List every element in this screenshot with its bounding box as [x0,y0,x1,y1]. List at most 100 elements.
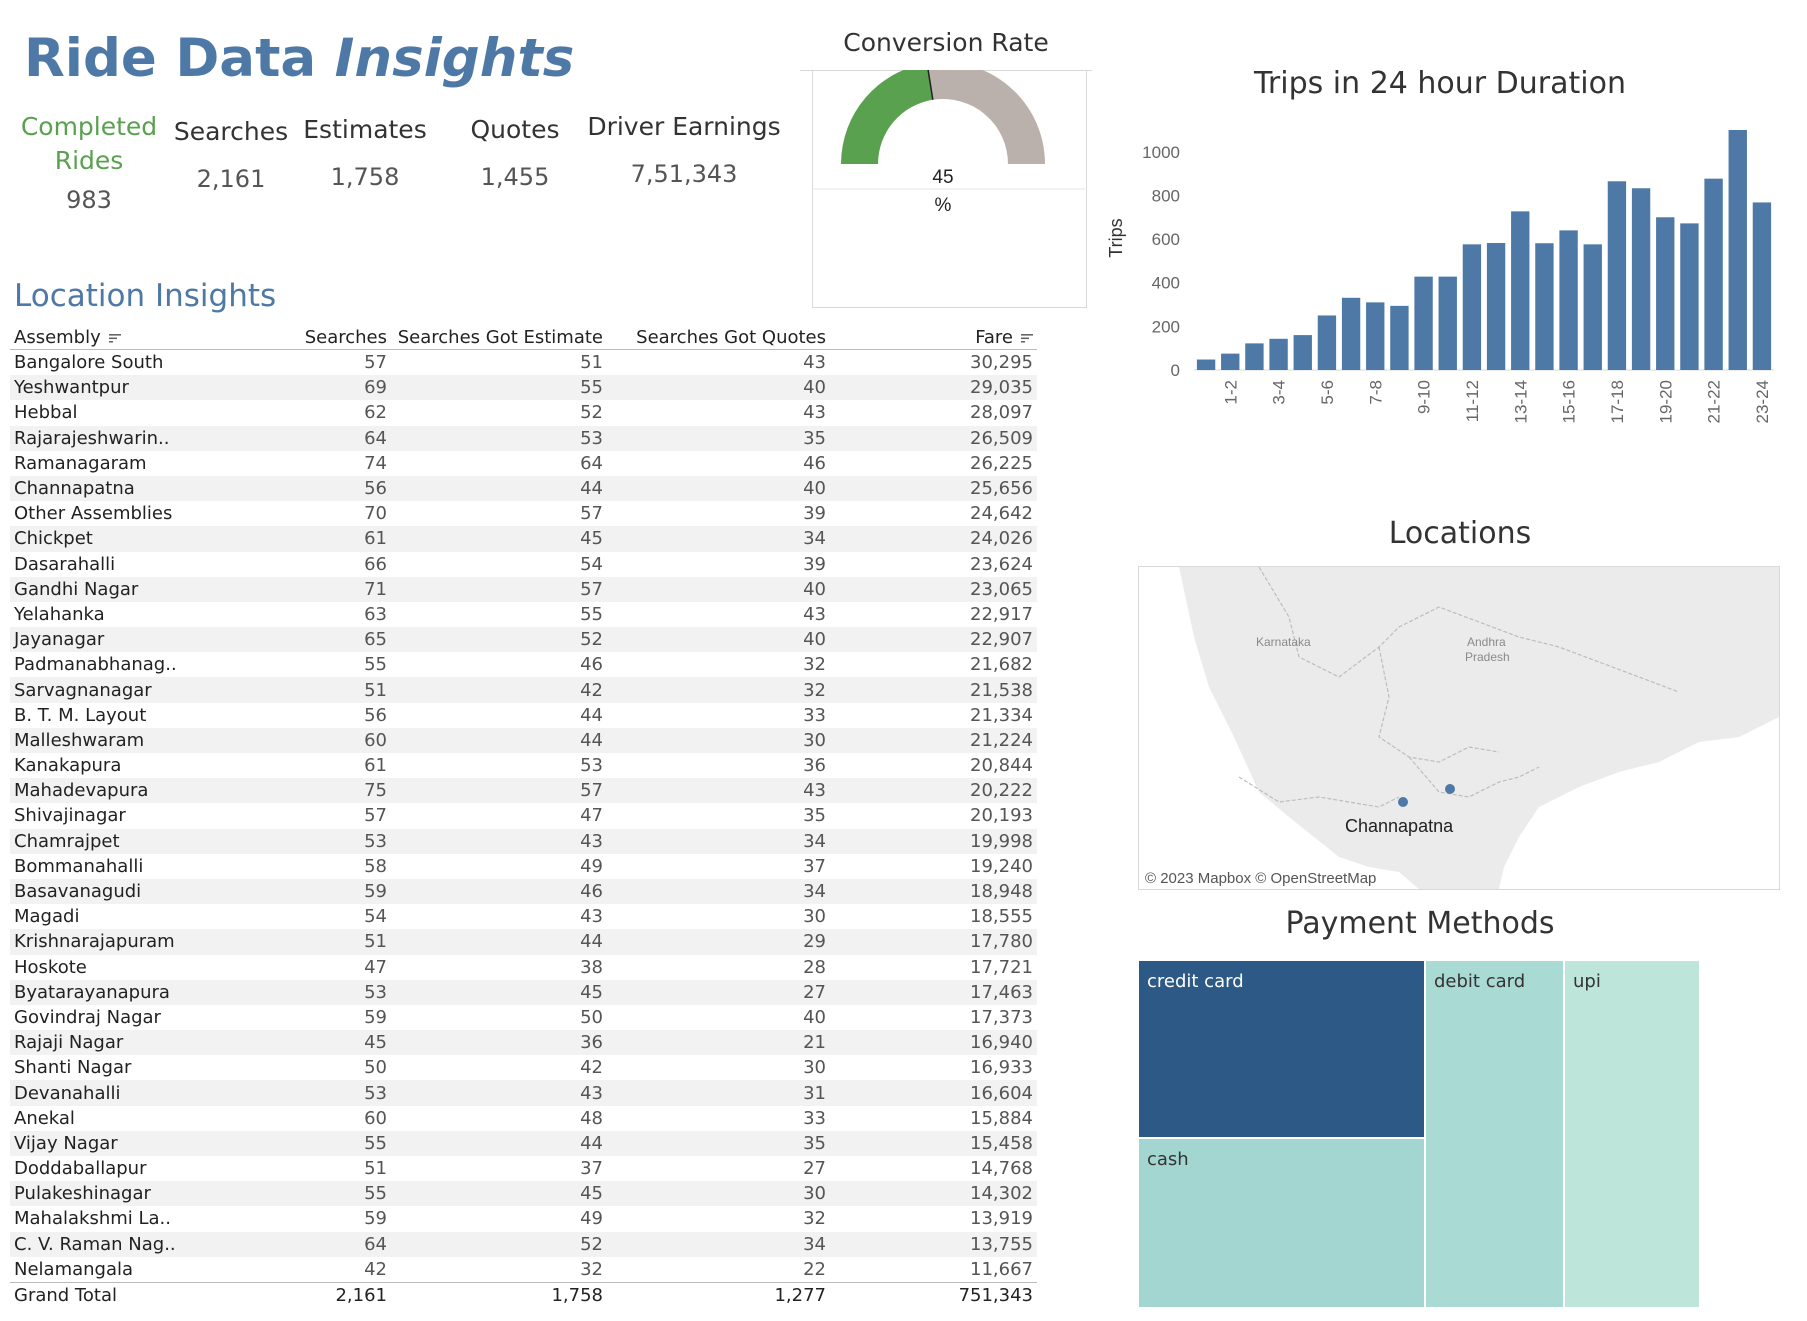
map-attribution[interactable]: © 2023 Mapbox © OpenStreetMap [1145,870,1376,887]
column-header-searches[interactable]: Searches [253,326,391,350]
bar-16-17[interactable] [1583,244,1602,370]
treemap-debit-card[interactable]: debit card [1425,960,1564,1308]
table-row[interactable]: Yeshwantpur 69 55 40 29,035 [10,375,1037,401]
bar-15-16[interactable] [1559,230,1578,370]
cell-assembly: Jayanagar [10,627,253,653]
treemap-label: credit card [1147,971,1244,992]
table-row[interactable]: Jayanagar 65 52 40 22,907 [10,627,1037,653]
table-row[interactable]: Rajaji Nagar 45 36 21 16,940 [10,1030,1037,1056]
column-header-assembly[interactable]: Assembly [10,326,253,350]
y-tick-label: 1000 [1142,143,1180,162]
bar-8-9[interactable] [1390,305,1409,370]
cell-quotes: 32 [803,654,826,676]
bar-22-23[interactable] [1728,130,1747,370]
bar-19-20[interactable] [1656,217,1675,370]
table-row[interactable]: B. T. M. Layout 56 44 33 21,334 [10,703,1037,728]
column-header-searches-got-quotes[interactable]: Searches Got Quotes [607,326,830,350]
table-row[interactable]: Nelamangala 42 32 22 11,667 [10,1257,1037,1283]
bar-2-3[interactable] [1245,343,1264,370]
bar-4-5[interactable] [1293,335,1312,370]
cell-searches: 51 [364,1158,387,1180]
bar-14-15[interactable] [1535,243,1554,370]
map-label-state: Karnataka [1256,635,1311,649]
map-point[interactable] [1398,797,1408,807]
table-row[interactable]: Govindraj Nagar 59 50 40 17,373 [10,1005,1037,1030]
column-header-searches-got-estimate[interactable]: Searches Got Estimate [391,326,607,350]
column-header-fare[interactable]: Fare [830,326,1037,350]
table-row[interactable]: Chamrajpet 53 43 34 19,998 [10,828,1037,854]
bar-7-8[interactable] [1366,302,1385,370]
cell-assembly: Yeshwantpur [10,375,253,401]
bar-3-4[interactable] [1269,338,1288,370]
cell-quotes: 28 [803,956,826,978]
sort-icon[interactable] [1021,333,1033,343]
cell-quotes: 32 [607,677,830,703]
table-row[interactable]: Basavanagudi 59 46 34 18,948 [10,878,1037,905]
bar-0-1[interactable] [1196,359,1216,370]
cell-estimates: 43 [580,906,603,928]
bar-5-6[interactable] [1317,315,1337,370]
table-row[interactable]: Pulakeshinagar 55 45 30 14,302 [10,1181,1037,1207]
cell-fare: 11,667 [970,1258,1033,1280]
locations-map[interactable]: Karnataka Andhra Pradesh Channapatna © 2… [1138,566,1780,890]
table-row[interactable]: Other Assemblies 70 57 39 24,642 [10,501,1037,526]
cell-assembly: Shivajinagar [14,805,126,827]
table-row[interactable]: Dasarahalli 66 54 39 23,624 [10,552,1037,577]
table-row[interactable]: Channapatna 56 44 40 25,656 [10,475,1037,502]
gauge-remaining-arc [928,70,1045,164]
table-row[interactable]: Padmanabhanag.. 55 46 32 21,682 [10,652,1037,677]
table-row[interactable]: Kanakapura 61 53 36 20,844 [10,753,1037,778]
cell-fare: 17,463 [830,979,1037,1005]
table-row[interactable]: Hoskote 47 38 28 17,721 [10,955,1037,980]
table-row[interactable]: C. V. Raman Nag.. 64 52 34 13,755 [10,1231,1037,1257]
bar-9-10[interactable] [1414,276,1433,370]
cell-searches: 60 [364,1107,387,1129]
bar-20-21[interactable] [1680,223,1699,370]
bar-18-19[interactable] [1631,188,1651,370]
cell-quotes: 39 [803,503,826,525]
treemap-upi[interactable]: upi [1564,960,1700,1308]
bar-6-7[interactable] [1341,297,1361,370]
bar-11-12[interactable] [1462,244,1482,370]
bar-12-13[interactable] [1486,243,1506,370]
cell-searches: 53 [253,828,391,854]
table-row[interactable]: Rajarajeshwarin.. 64 53 35 26,509 [10,425,1037,451]
cell-quotes: 43 [803,352,826,374]
table-row[interactable]: Devanahalli 53 43 31 16,604 [10,1080,1037,1106]
table-row[interactable]: Vijay Nagar 55 44 35 15,458 [10,1130,1037,1156]
table-row[interactable]: Bommanahalli 58 49 37 19,240 [10,854,1037,879]
table-row[interactable]: Chickpet 61 45 34 24,026 [10,526,1037,552]
table-row[interactable]: Krishnarajapuram 51 44 29 17,780 [10,929,1037,955]
bar-21-22[interactable] [1704,178,1723,370]
treemap-cash[interactable]: cash [1138,1138,1425,1308]
bar-1-2[interactable] [1221,353,1240,370]
map-point[interactable] [1445,784,1455,794]
table-row[interactable]: Byatarayanapura 53 45 27 17,463 [10,979,1037,1005]
table-row[interactable]: Sarvagnanagar 51 42 32 21,538 [10,677,1037,703]
table-row[interactable]: Mahadevapura 75 57 43 20,222 [10,778,1037,804]
bar-17-18[interactable] [1607,181,1627,370]
bar-10-11[interactable] [1438,276,1457,370]
table-row[interactable]: Anekal 60 48 33 15,884 [10,1106,1037,1131]
table-row[interactable]: Doddaballapur 51 37 27 14,768 [10,1156,1037,1181]
map-canvas[interactable]: Karnataka Andhra Pradesh Channapatna © 2… [1139,567,1779,889]
table-row[interactable]: Bangalore South 57 51 43 30,295 [10,350,1037,376]
bar-23-24[interactable] [1752,202,1772,370]
table-row[interactable]: Malleshwaram 60 44 30 21,224 [10,727,1037,753]
cell-quotes: 34 [607,878,830,905]
sort-icon[interactable] [108,333,121,343]
bar-13-14[interactable] [1511,211,1530,370]
cell-quotes: 34 [607,526,830,552]
table-row[interactable]: Shivajinagar 57 47 35 20,193 [10,803,1037,828]
table-row[interactable]: Yelahanka 63 55 43 22,917 [10,602,1037,627]
cell-assembly: Nelamangala [14,1258,134,1280]
table-row[interactable]: Gandhi Nagar 71 57 40 23,065 [10,576,1037,602]
table-row[interactable]: Magadi 54 43 30 18,555 [10,904,1037,929]
column-header-label: Searches Got Estimate [397,327,603,348]
table-row[interactable]: Shanti Nagar 50 42 30 16,933 [10,1055,1037,1080]
table-row[interactable]: Mahalakshmi La.. 59 49 32 13,919 [10,1206,1037,1231]
table-row[interactable]: Hebbal 62 52 43 28,097 [10,400,1037,425]
table-row[interactable]: Ramanagaram 74 64 46 26,225 [10,451,1037,476]
treemap-credit-card[interactable]: credit card [1138,960,1425,1138]
cell-assembly: Kanakapura [14,755,122,777]
